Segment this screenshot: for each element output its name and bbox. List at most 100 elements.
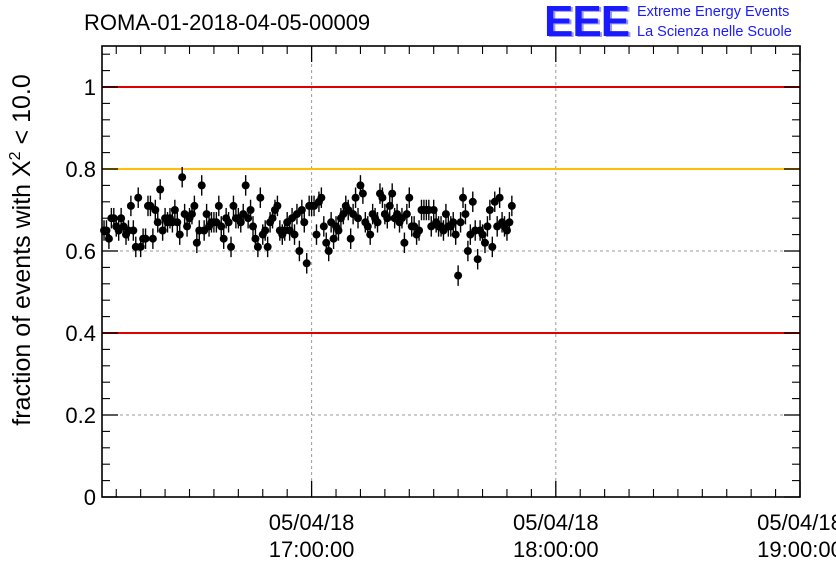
data-point (129, 220, 138, 241)
data-point (468, 191, 477, 213)
data-point (273, 195, 282, 217)
data-point (148, 228, 157, 249)
data-point (429, 199, 438, 221)
point-marker (354, 214, 363, 223)
data-point (461, 203, 470, 225)
data-point (346, 228, 355, 249)
logo-text-line-1: Extreme Energy Events (637, 4, 790, 20)
data-point (224, 212, 233, 233)
data-point (473, 248, 482, 270)
data-point (158, 220, 167, 241)
data-point (126, 195, 135, 217)
point-marker (373, 218, 382, 227)
data-point (297, 199, 306, 221)
y-tick-label: 0.6 (65, 239, 96, 264)
data-point (451, 224, 460, 245)
data-point (192, 232, 201, 254)
data-point (405, 187, 414, 208)
point-marker (485, 206, 494, 214)
point-marker (388, 189, 397, 198)
point-marker (383, 214, 392, 223)
point-marker (468, 197, 477, 206)
point-marker (153, 218, 162, 227)
data-point (241, 175, 250, 196)
data-point (151, 199, 160, 221)
point-marker (319, 222, 328, 231)
point-marker (256, 193, 265, 202)
y-tick-label: 0.8 (65, 157, 96, 182)
data-point (366, 224, 375, 245)
data-point (175, 224, 184, 245)
run-title: ROMA-01-2018-04-05-00009 (84, 10, 371, 35)
x-tick-label-time: 17:00:00 (269, 537, 355, 562)
data-point (295, 240, 304, 262)
y-axis-label-text: fraction of events with X2 < 10.0 (7, 74, 36, 425)
data-point (402, 203, 411, 225)
point-marker (302, 259, 311, 268)
data-point (197, 175, 206, 196)
x-tick-label-time: 18:00:00 (513, 537, 599, 562)
data-point (388, 183, 397, 204)
x-tick-label-date: 05/04/18 (757, 510, 836, 535)
data-point (156, 179, 165, 200)
data-point (400, 232, 409, 254)
data-point (202, 203, 211, 225)
data-point (324, 240, 333, 262)
point-marker (329, 234, 338, 243)
x-tick-label-time: 19:00:00 (757, 537, 836, 562)
point-marker (263, 242, 272, 251)
data-point (329, 228, 338, 249)
point-marker (505, 218, 514, 227)
data-point (485, 199, 494, 221)
point-marker (248, 222, 257, 231)
point-marker (402, 210, 411, 219)
point-marker (507, 201, 516, 210)
point-marker (224, 218, 233, 227)
plot-frame (101, 45, 801, 498)
data-point (302, 253, 311, 274)
data-point (358, 183, 367, 204)
point-marker (192, 238, 201, 247)
y-tick-label: 1 (84, 75, 96, 100)
point-marker (456, 218, 465, 227)
y-axis-label: fraction of events with X2 < 10.0 (7, 74, 36, 425)
point-marker (378, 193, 387, 202)
data-point (480, 232, 489, 254)
data-point (483, 216, 492, 237)
data-point (317, 187, 326, 208)
point-marker (229, 201, 238, 210)
point-marker (358, 189, 367, 198)
point-marker (297, 206, 306, 214)
y-tick-label: 0 (84, 485, 96, 510)
point-marker (346, 234, 355, 243)
point-marker (273, 201, 282, 210)
point-marker (459, 193, 468, 202)
point-marker (461, 210, 470, 219)
data-point (312, 224, 321, 245)
x-tick-label-date: 05/04/18 (513, 510, 599, 535)
y-tick-label: 0.4 (65, 321, 96, 346)
point-marker (441, 210, 450, 219)
point-marker (217, 222, 226, 231)
point-marker (129, 226, 138, 235)
data-point (507, 195, 516, 217)
axes: 00.20.40.60.8105/04/1817:00:0005/04/1818… (65, 46, 836, 562)
point-marker (415, 226, 424, 235)
data-point (441, 203, 450, 225)
point-marker (295, 247, 304, 255)
eee-logo: EEE Extreme Energy Events La Scienza nel… (544, 0, 836, 44)
data-point (334, 220, 343, 241)
data-point (488, 236, 497, 258)
point-marker (126, 201, 135, 210)
data-point (170, 199, 179, 221)
data-point (134, 187, 143, 208)
y-axis-label-symbol: X (8, 160, 36, 177)
point-marker (429, 206, 438, 214)
point-marker (385, 201, 394, 210)
point-marker (148, 234, 157, 243)
data-point (385, 195, 394, 217)
point-marker (219, 234, 228, 243)
point-marker (334, 226, 343, 235)
logo-text-line-2: La Scienza nelle Scuole (637, 24, 792, 40)
